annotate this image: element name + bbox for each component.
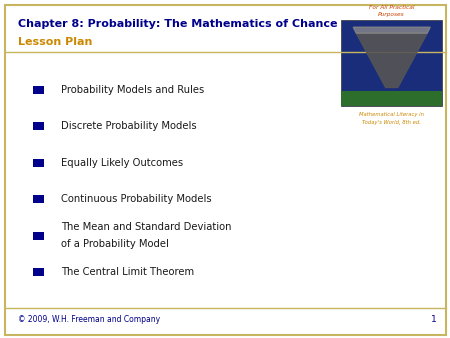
Bar — [33, 195, 44, 203]
Text: Equally Likely Outcomes: Equally Likely Outcomes — [61, 158, 183, 168]
Text: of a Probability Model: of a Probability Model — [61, 239, 169, 249]
Polygon shape — [353, 27, 430, 33]
Polygon shape — [356, 33, 427, 88]
Text: The Mean and Standard Deviation: The Mean and Standard Deviation — [61, 222, 231, 232]
Text: Chapter 8: Probability: The Mathematics of Chance: Chapter 8: Probability: The Mathematics … — [18, 19, 338, 29]
Bar — [33, 86, 44, 94]
Bar — [33, 122, 44, 130]
Text: Lesson Plan: Lesson Plan — [18, 37, 92, 47]
Text: 1: 1 — [431, 315, 436, 324]
Bar — [33, 159, 44, 167]
Text: Continuous Probability Models: Continuous Probability Models — [61, 194, 211, 204]
Text: Purposes: Purposes — [378, 12, 405, 17]
Text: © 2009, W.H. Freeman and Company: © 2009, W.H. Freeman and Company — [18, 315, 160, 324]
Text: Probability Models and Rules: Probability Models and Rules — [61, 84, 204, 95]
Text: The Central Limit Theorem: The Central Limit Theorem — [61, 267, 194, 277]
Bar — [33, 268, 44, 276]
Text: Today's World, 8th ed.: Today's World, 8th ed. — [362, 120, 421, 125]
Text: Mathematical Literacy in: Mathematical Literacy in — [359, 112, 424, 117]
Bar — [341, 91, 442, 106]
Text: For All Practical: For All Practical — [369, 5, 414, 10]
Bar — [341, 20, 442, 106]
Text: Discrete Probability Models: Discrete Probability Models — [61, 121, 196, 131]
Bar — [33, 232, 44, 240]
